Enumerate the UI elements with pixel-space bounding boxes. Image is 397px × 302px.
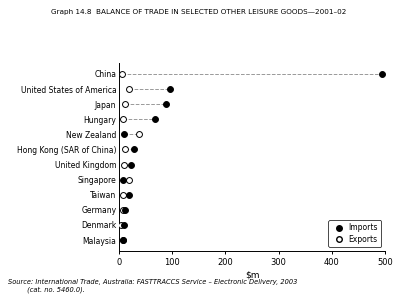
Exports xyxy=(125,177,132,182)
Text: Graph 14.8  BALANCE OF TRADE IN SELECTED OTHER LEISURE GOODS—2001–02: Graph 14.8 BALANCE OF TRADE IN SELECTED … xyxy=(51,9,346,15)
Exports xyxy=(122,102,129,107)
Exports xyxy=(121,162,127,167)
Exports xyxy=(119,72,125,76)
Imports xyxy=(121,132,127,137)
Exports xyxy=(118,223,124,227)
Exports xyxy=(119,207,126,212)
Imports xyxy=(166,87,173,92)
Imports xyxy=(120,238,127,243)
Exports xyxy=(136,132,143,137)
Imports xyxy=(122,207,129,212)
Imports xyxy=(152,117,158,122)
Imports xyxy=(131,147,137,152)
Imports xyxy=(163,102,169,107)
Exports xyxy=(119,192,126,197)
Exports xyxy=(122,147,129,152)
Exports xyxy=(125,87,132,92)
X-axis label: $m: $m xyxy=(245,270,259,279)
Imports xyxy=(120,177,127,182)
Legend: Imports, Exports: Imports, Exports xyxy=(328,220,381,247)
Imports xyxy=(379,72,385,76)
Imports xyxy=(125,192,132,197)
Text: Source: International Trade, Australia: FASTTRACCS Service – Electronic Delivery: Source: International Trade, Australia: … xyxy=(8,279,297,293)
Exports xyxy=(120,117,127,122)
Imports xyxy=(121,223,127,227)
Exports xyxy=(119,238,126,243)
Imports xyxy=(127,162,134,167)
